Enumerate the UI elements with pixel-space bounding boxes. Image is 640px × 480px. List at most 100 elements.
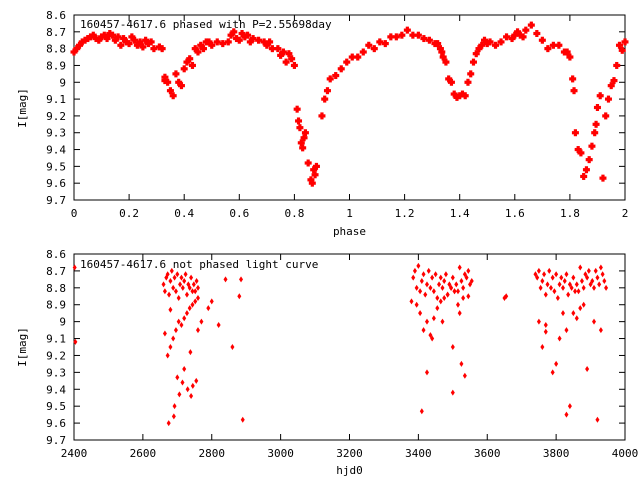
data-point — [423, 291, 428, 298]
data-point — [610, 77, 618, 85]
data-point — [76, 41, 84, 49]
data-point — [550, 274, 555, 281]
data-point — [466, 293, 471, 300]
data-point — [180, 284, 185, 291]
data-point — [78, 38, 86, 46]
data-point — [604, 95, 612, 103]
data-point — [299, 144, 307, 152]
data-point — [563, 48, 571, 56]
data-point — [555, 294, 560, 301]
data-point — [578, 305, 583, 312]
data-point — [492, 41, 500, 49]
data-point — [114, 33, 122, 41]
data-point — [435, 305, 440, 312]
data-point — [596, 92, 604, 100]
x-tick-label: 4000 — [612, 447, 639, 460]
data-point — [87, 33, 95, 41]
data-point — [166, 420, 171, 427]
data-point — [621, 38, 629, 46]
data-point — [125, 40, 133, 48]
data-point — [188, 61, 196, 69]
data-point — [439, 53, 447, 61]
data-point — [535, 274, 540, 281]
data-point — [84, 35, 92, 43]
data-point — [580, 172, 588, 180]
data-point — [308, 179, 316, 187]
data-point — [447, 78, 455, 86]
x-tick-label: 3000 — [267, 447, 294, 460]
data-point — [240, 416, 245, 423]
data-point — [450, 274, 455, 281]
data-point — [133, 41, 141, 49]
data-point — [277, 51, 285, 59]
data-point — [182, 365, 187, 372]
data-point — [478, 41, 486, 49]
data-point — [598, 327, 603, 334]
data-point — [183, 58, 191, 66]
data-point — [602, 112, 610, 120]
data-point — [177, 391, 182, 398]
data-point — [554, 360, 559, 367]
data-point — [190, 288, 195, 295]
data-point — [172, 70, 180, 78]
data-point — [548, 284, 553, 291]
data-point — [164, 78, 172, 86]
data-point — [455, 288, 460, 295]
data-point — [161, 281, 166, 288]
data-point — [576, 288, 581, 295]
x-tick-label: 0 — [71, 207, 78, 220]
data-point — [593, 267, 598, 274]
data-point — [169, 267, 174, 274]
y-tick-label: 9.1 — [46, 333, 66, 346]
data-point — [312, 162, 320, 170]
data-point — [162, 288, 167, 295]
data-point — [438, 48, 446, 56]
data-point — [131, 36, 139, 44]
data-point — [161, 77, 169, 85]
data-point — [195, 327, 200, 334]
data-point — [194, 48, 202, 56]
data-point — [438, 274, 443, 281]
plot-title: 160457-4617.6 not phased light curve — [80, 258, 318, 271]
data-point — [457, 264, 462, 271]
x-tick-label: 0.8 — [284, 207, 304, 220]
data-point — [195, 294, 200, 301]
data-point — [318, 112, 326, 120]
y-tick-label: 9.5 — [46, 400, 66, 413]
data-point — [418, 310, 423, 317]
data-point — [442, 294, 447, 301]
data-point — [173, 288, 178, 295]
data-point — [600, 271, 605, 278]
data-point — [139, 43, 147, 51]
data-point — [557, 281, 562, 288]
data-point — [176, 294, 181, 301]
data-point — [462, 372, 467, 379]
data-point — [95, 36, 103, 44]
data-point — [403, 26, 411, 34]
data-point — [540, 278, 545, 285]
data-point — [165, 352, 170, 359]
x-tick-label: 0.2 — [119, 207, 139, 220]
data-point — [219, 40, 227, 48]
data-point — [297, 139, 305, 147]
data-point — [543, 328, 548, 335]
data-point — [527, 21, 535, 29]
data-point — [514, 28, 522, 36]
data-point — [453, 93, 461, 101]
data-point — [230, 28, 238, 36]
data-point — [321, 95, 329, 103]
data-point — [182, 278, 187, 285]
data-point — [466, 267, 471, 274]
data-point — [573, 288, 578, 295]
data-point — [426, 267, 431, 274]
y-tick-label: 9.7 — [46, 194, 66, 207]
data-point — [438, 298, 443, 305]
plot-title: 160457-4617.6 phased with P=2.55698day — [80, 18, 332, 31]
data-point — [497, 38, 505, 46]
data-point — [89, 31, 97, 39]
data-point — [461, 284, 466, 291]
data-point — [337, 65, 345, 73]
data-point — [483, 40, 491, 48]
data-point — [561, 310, 566, 317]
data-point — [414, 284, 419, 291]
